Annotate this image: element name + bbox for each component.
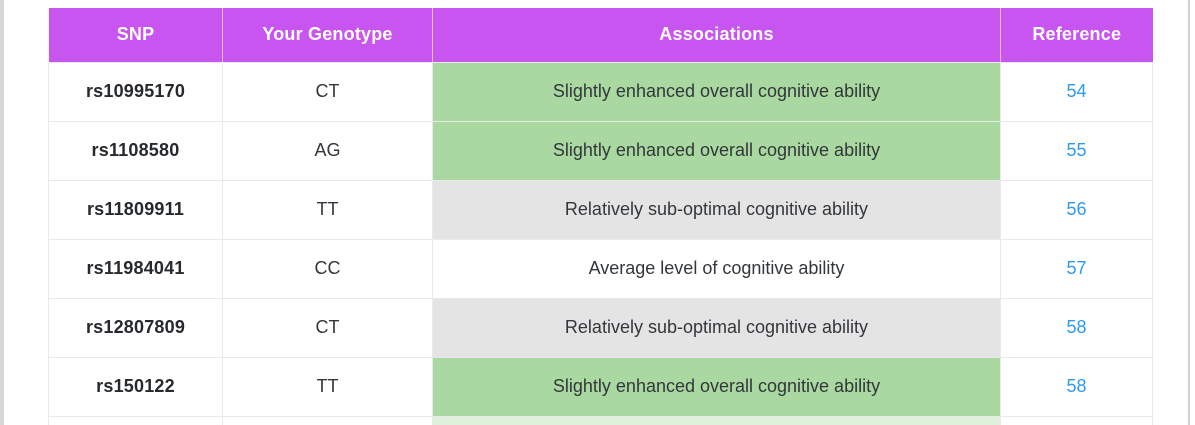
reference-cell xyxy=(1000,415,1153,425)
association-cell: Slightly enhanced overall cognitive abil… xyxy=(432,356,1001,417)
snp-cell: rs10995170 xyxy=(48,61,223,122)
snp-cell: rs12807809 xyxy=(48,297,223,358)
reference-cell: 58 xyxy=(1000,297,1153,358)
snp-cell: rs1108580 xyxy=(48,120,223,181)
genotype-cell: CT xyxy=(222,61,433,122)
table-row: rs12807809 CT Relatively sub-optimal cog… xyxy=(48,297,1153,358)
reference-cell: 56 xyxy=(1000,179,1153,240)
snp-associations-table: SNP Your Genotype Associations Reference… xyxy=(48,8,1153,425)
reference-cell: 58 xyxy=(1000,356,1153,417)
reference-link[interactable]: 58 xyxy=(1066,317,1087,337)
table-row: rs11809911 TT Relatively sub-optimal cog… xyxy=(48,179,1153,240)
snp-cell: rs11809911 xyxy=(48,179,223,240)
association-cell: Relatively sub-optimal cognitive ability xyxy=(432,297,1001,358)
column-header-associations: Associations xyxy=(432,8,1001,62)
column-header-snp: SNP xyxy=(48,8,223,62)
table-row: rs150122 TT Slightly enhanced overall co… xyxy=(48,356,1153,417)
table-row: rs11984041 CC Average level of cognitive… xyxy=(48,238,1153,299)
association-cell: Relatively sub-optimal cognitive ability xyxy=(432,179,1001,240)
genotype-cell: CT xyxy=(222,297,433,358)
association-cell xyxy=(432,415,1001,425)
page-left-edge xyxy=(0,0,4,425)
column-header-genotype: Your Genotype xyxy=(222,8,433,62)
table-row: rs10995170 CT Slightly enhanced overall … xyxy=(48,61,1153,122)
page-right-border xyxy=(1188,0,1190,425)
reference-link[interactable]: 58 xyxy=(1066,376,1087,396)
snp-table-container: SNP Your Genotype Associations Reference… xyxy=(48,8,1153,425)
snp-cell xyxy=(48,415,223,425)
genotype-cell: TT xyxy=(222,179,433,240)
reference-link[interactable]: 54 xyxy=(1066,81,1087,101)
snp-cell: rs150122 xyxy=(48,356,223,417)
reference-link[interactable]: 56 xyxy=(1066,199,1087,219)
association-cell: Average level of cognitive ability xyxy=(432,238,1001,299)
reference-link[interactable]: 55 xyxy=(1066,140,1087,160)
reference-cell: 57 xyxy=(1000,238,1153,299)
reference-cell: 54 xyxy=(1000,61,1153,122)
genotype-cell: TT xyxy=(222,356,433,417)
table-header-row: SNP Your Genotype Associations Reference xyxy=(48,8,1153,62)
association-cell: Slightly enhanced overall cognitive abil… xyxy=(432,61,1001,122)
association-cell: Slightly enhanced overall cognitive abil… xyxy=(432,120,1001,181)
table-row xyxy=(48,415,1153,425)
snp-cell: rs11984041 xyxy=(48,238,223,299)
genotype-cell: CC xyxy=(222,238,433,299)
reference-cell: 55 xyxy=(1000,120,1153,181)
column-header-reference: Reference xyxy=(1000,8,1153,62)
genotype-cell: AG xyxy=(222,120,433,181)
table-row: rs1108580 AG Slightly enhanced overall c… xyxy=(48,120,1153,181)
reference-link[interactable]: 57 xyxy=(1066,258,1087,278)
genotype-cell xyxy=(222,415,433,425)
